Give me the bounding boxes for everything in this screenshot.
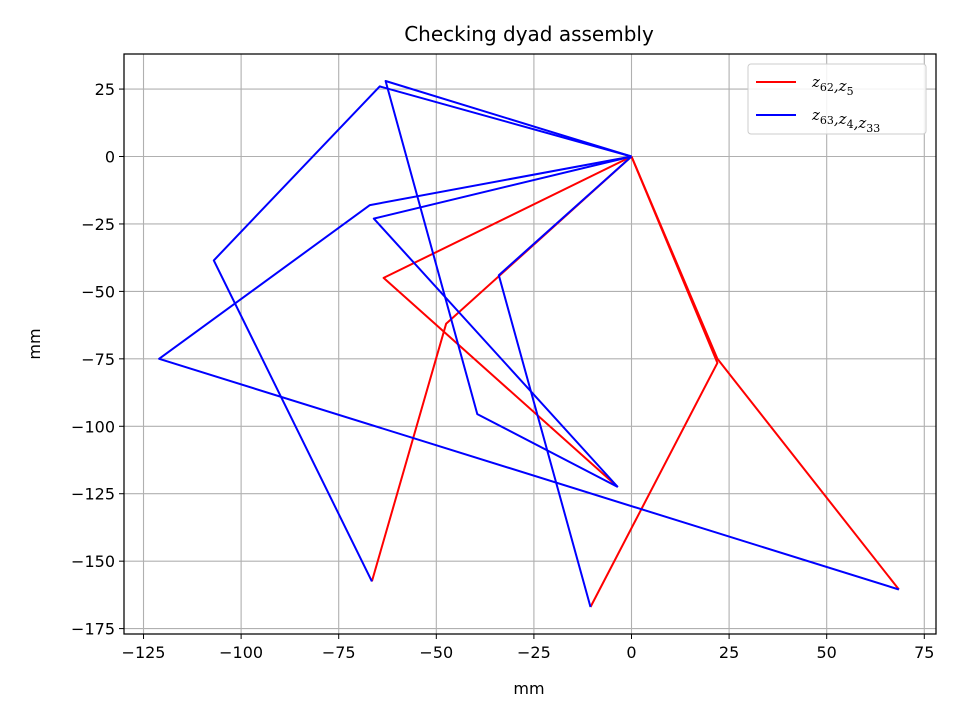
series-2-segment-1 xyxy=(212,85,632,582)
y-tick-label: −100 xyxy=(71,417,115,436)
y-tick-label: −50 xyxy=(81,282,115,301)
y-tick-label: −125 xyxy=(71,485,115,504)
x-tick-label: 25 xyxy=(719,643,739,662)
x-tick-label: −100 xyxy=(219,643,263,662)
series-1-segment-4 xyxy=(589,156,719,608)
series-2-segment-3 xyxy=(372,155,632,488)
chart-title: Checking dyad assembly xyxy=(404,22,654,46)
legend: z62,z5 z63,z4,z33 xyxy=(747,63,927,135)
legend-label: z62,z5 xyxy=(811,73,854,98)
y-tick-label: 0 xyxy=(105,148,115,167)
y-tick-label: −175 xyxy=(71,620,115,639)
series-1-segment-3 xyxy=(382,155,632,488)
y-tick-label: −150 xyxy=(71,552,115,571)
x-axis-ticks: −125 −100 −75 −50 −25 0 25 50 75 xyxy=(122,634,934,662)
y-tick-label: −75 xyxy=(81,350,115,369)
x-tick-label: −125 xyxy=(122,643,166,662)
grid xyxy=(124,54,936,634)
y-tick-label: −25 xyxy=(81,215,115,234)
x-tick-label: 50 xyxy=(817,643,837,662)
legend-label: z63,z4,z33 xyxy=(811,106,880,135)
x-tick-label: −75 xyxy=(322,643,356,662)
series-2-segment-2 xyxy=(158,155,900,591)
plot-lines xyxy=(158,80,900,608)
series-2-segment-5 xyxy=(497,155,633,608)
y-axis-label: mm xyxy=(25,328,44,359)
x-tick-label: −50 xyxy=(419,643,453,662)
x-tick-label: −25 xyxy=(517,643,551,662)
y-tick-label: 25 xyxy=(95,80,115,99)
x-tick-label: 75 xyxy=(914,643,934,662)
plot-frame xyxy=(123,53,937,635)
x-tick-label: 0 xyxy=(626,643,636,662)
y-axis-ticks: −175 −150 −125 −100 −75 −50 −25 0 25 xyxy=(71,80,124,639)
x-axis-label: mm xyxy=(513,679,544,698)
